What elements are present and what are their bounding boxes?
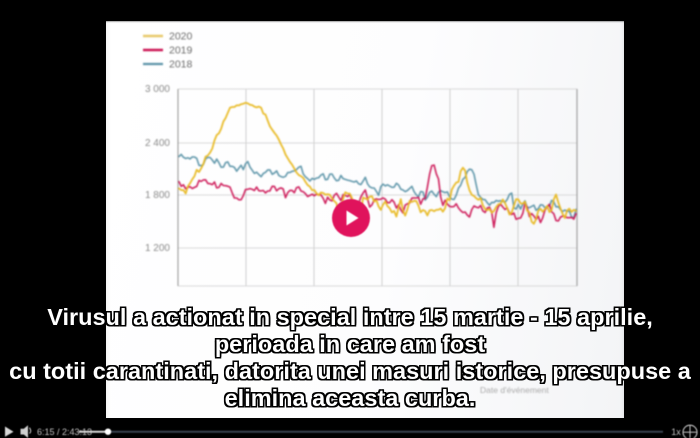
- svg-text:2020: 2020: [169, 31, 193, 43]
- svg-text:2018: 2018: [169, 59, 193, 71]
- svg-text:2 400: 2 400: [145, 138, 170, 149]
- svg-text:2019: 2019: [169, 45, 193, 57]
- svg-text:1 800: 1 800: [145, 190, 170, 201]
- svg-text:1x: 1x: [671, 427, 681, 437]
- svg-text:3 000: 3 000: [145, 84, 170, 95]
- svg-text:1 200: 1 200: [145, 243, 170, 254]
